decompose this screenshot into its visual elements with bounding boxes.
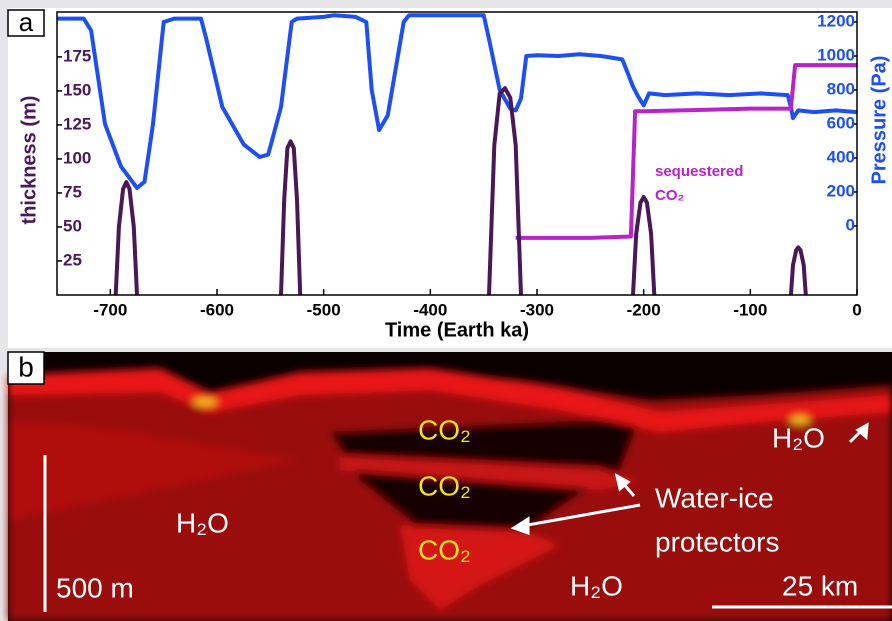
y-tick-label: 125 bbox=[63, 114, 91, 133]
y-tick-label: 75 bbox=[63, 182, 82, 201]
h2o-label: H₂O bbox=[176, 507, 229, 538]
x-tick-label: -500 bbox=[307, 300, 341, 319]
x-tick-label: -300 bbox=[520, 300, 554, 319]
y-tick-label: 25 bbox=[63, 250, 82, 269]
y2-axis-title: Pressure (Pa) bbox=[868, 56, 890, 185]
x-tick-label: -100 bbox=[733, 300, 767, 319]
panel-a-background bbox=[8, 8, 892, 348]
y2-tick-label: 400 bbox=[827, 147, 855, 166]
x-tick-label: -600 bbox=[200, 300, 234, 319]
co2-label: CO₂ bbox=[418, 534, 471, 565]
figure: -700 -600 -500 -400 -300 -200 -100 0 25 50 75 100 12… bbox=[0, 0, 892, 621]
y-tick-label: 175 bbox=[63, 46, 91, 65]
annotation: CO₂ bbox=[655, 187, 684, 204]
callout-text: protectors bbox=[655, 526, 780, 557]
y2-tick-label: 0 bbox=[846, 215, 855, 234]
y-tick-label: 100 bbox=[63, 148, 91, 167]
callout-text: Water-ice bbox=[655, 482, 774, 513]
panel-label: b bbox=[18, 351, 34, 382]
x-tick-label: -400 bbox=[413, 300, 447, 319]
y2-tick-label: 600 bbox=[827, 113, 855, 132]
co2-label: CO₂ bbox=[418, 470, 471, 501]
scale-label: 500 m bbox=[56, 572, 134, 603]
annotation: sequestered bbox=[655, 163, 743, 180]
y2-tick-label: 200 bbox=[827, 181, 855, 200]
radar-bright-spot bbox=[193, 398, 217, 406]
y-tick-label: 150 bbox=[63, 80, 91, 99]
h2o-label: H₂O bbox=[772, 422, 825, 453]
x-axis-title: Time (Earth ka) bbox=[385, 319, 529, 341]
x-tick-label: 0 bbox=[852, 300, 861, 319]
y-axis-title: thickness (m) bbox=[18, 96, 40, 225]
x-tick-label: -700 bbox=[93, 300, 127, 319]
y-tick-label: 50 bbox=[63, 216, 82, 235]
x-tick-label: -200 bbox=[627, 300, 661, 319]
panel-label: a bbox=[19, 7, 34, 37]
radargram: b CO₂ CO₂ CO₂ H₂O H₂O H₂O Water-ice prot… bbox=[8, 351, 892, 621]
y2-tick-label: 800 bbox=[827, 80, 855, 99]
y2-tick-label: 1000 bbox=[817, 46, 855, 65]
h2o-label: H₂O bbox=[570, 570, 623, 601]
co2-label: CO₂ bbox=[418, 414, 471, 445]
y2-tick-label: 1200 bbox=[817, 12, 855, 31]
scale-label: 25 km bbox=[782, 570, 858, 601]
